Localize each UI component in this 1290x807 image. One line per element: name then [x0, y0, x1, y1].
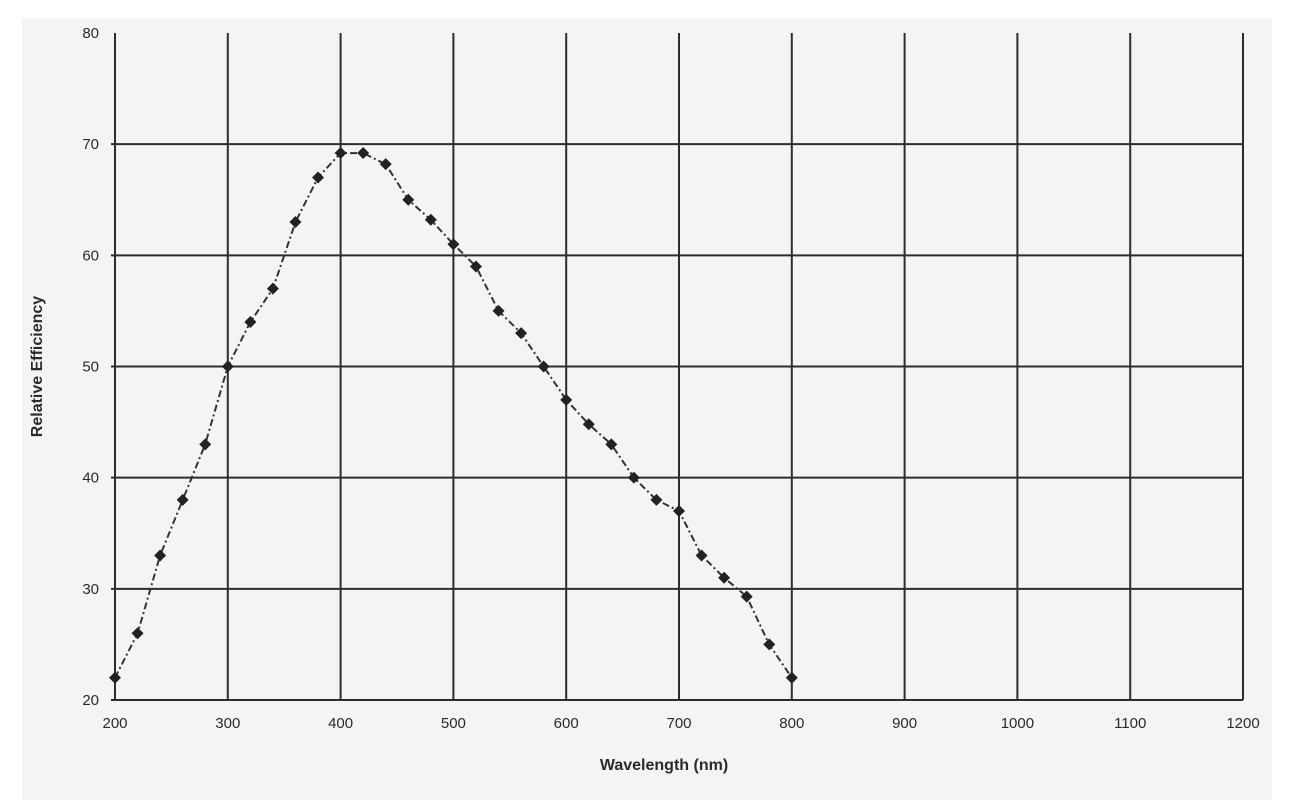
- diamond-marker: [582, 418, 595, 431]
- x-tick-label: 1100: [1114, 715, 1146, 732]
- diamond-marker: [221, 360, 234, 373]
- diamond-marker: [627, 471, 640, 484]
- diamond-marker: [650, 493, 663, 506]
- diamond-marker: [673, 505, 685, 518]
- x-tick-label: 1000: [1001, 715, 1034, 732]
- diamond-marker: [469, 260, 482, 273]
- y-tick-label: 30: [82, 581, 99, 598]
- diamond-marker: [109, 671, 121, 684]
- diamond-marker: [605, 438, 618, 451]
- diamond-marker: [176, 493, 189, 506]
- diamond-marker: [740, 590, 753, 603]
- diamond-marker: [199, 438, 212, 451]
- diamond-marker: [289, 215, 302, 228]
- diamond-marker: [763, 638, 776, 651]
- diamond-marker: [312, 171, 325, 184]
- diamond-marker: [334, 147, 347, 160]
- line-chart: 200 300 400 500 600 700 800 900 1000 1100 1200 20 30…: [29, 25, 1260, 774]
- y-tick-label: 60: [82, 247, 99, 264]
- x-tick-label: 1200: [1226, 715, 1259, 732]
- diamond-marker: [379, 158, 392, 171]
- y-tick-label: 50: [82, 359, 99, 376]
- x-tick-label: 700: [666, 715, 691, 732]
- x-tick-label: 400: [328, 715, 353, 732]
- diamond-marker: [266, 282, 279, 295]
- x-tick-label: 600: [554, 715, 579, 732]
- diamond-marker: [785, 671, 798, 684]
- x-tick-label: 900: [892, 715, 917, 732]
- x-tick-label: 500: [441, 715, 466, 732]
- diamond-marker: [154, 549, 167, 562]
- x-tick-label: 300: [215, 715, 240, 732]
- diamond-marker: [537, 360, 550, 373]
- diamond-marker: [492, 304, 505, 317]
- diamond-marker: [402, 193, 415, 206]
- diamond-marker: [131, 627, 144, 640]
- y-tick-label: 80: [82, 25, 99, 42]
- diamond-marker: [515, 327, 528, 340]
- gridlines: [111, 33, 1244, 701]
- y-tick-label: 40: [82, 470, 99, 487]
- diamond-marker: [244, 316, 257, 329]
- y-tick-label: 20: [82, 692, 99, 709]
- x-tick-label: 200: [102, 715, 127, 732]
- diamond-marker: [447, 238, 460, 251]
- diamond-marker: [560, 393, 573, 406]
- chart-figure: 200 300 400 500 600 700 800 900 1000 1100 1200 20 30…: [22, 18, 1272, 800]
- series-relative-efficiency: [109, 147, 798, 684]
- diamond-marker: [695, 549, 708, 562]
- diamond-marker: [357, 147, 370, 160]
- y-tick-label: 70: [82, 136, 99, 153]
- x-tick-label: 800: [779, 715, 804, 732]
- diamond-marker: [718, 571, 731, 584]
- x-axis-label: Wavelength (nm): [600, 757, 728, 774]
- y-axis-label: Relative Efficiency: [29, 296, 46, 438]
- diamond-marker: [424, 213, 437, 226]
